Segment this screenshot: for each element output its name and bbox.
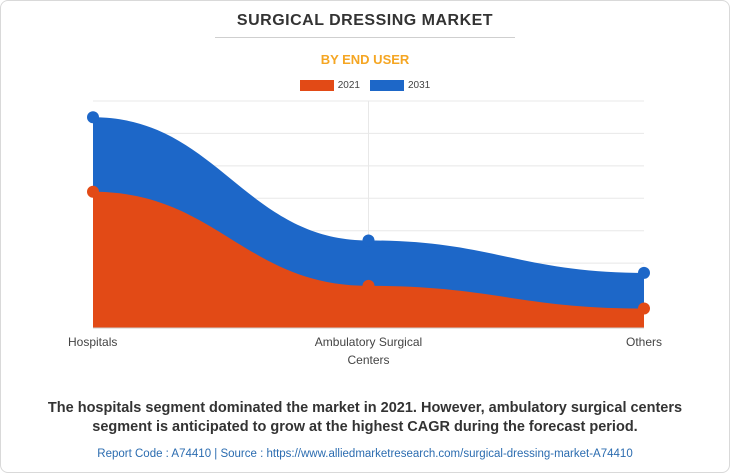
legend-label-2031: 2031 xyxy=(408,80,431,91)
point-2021-1 xyxy=(362,279,375,292)
point-2021-0 xyxy=(87,185,99,198)
x-tick-label: Hospitals xyxy=(68,335,117,349)
title-divider xyxy=(215,37,515,38)
legend-swatch-2021 xyxy=(299,80,334,91)
legend-item-2021[interactable]: 2021 xyxy=(299,80,360,91)
legend-swatch-2031 xyxy=(370,80,404,91)
point-2021-2 xyxy=(638,302,650,315)
chart-caption: The hospitals segment dominated the mark… xyxy=(0,399,730,437)
point-2031-0 xyxy=(87,111,99,124)
point-2031-1 xyxy=(362,234,375,247)
legend: 2021 2031 xyxy=(0,80,730,91)
caption-line-1: The hospitals segment dominated the mark… xyxy=(47,400,683,416)
chart-title: SURGICAL DRESSING MARKET xyxy=(236,12,494,29)
legend-item-2031[interactable]: 2031 xyxy=(370,80,430,91)
chart-subtitle: BY END USER xyxy=(320,52,410,67)
source-footer: Report Code : A74410 | Source : https://… xyxy=(97,448,633,460)
x-tick-label: Ambulatory Surgical Centers xyxy=(315,335,422,367)
point-2031-2 xyxy=(638,266,650,279)
area-series-2021 xyxy=(93,191,644,328)
caption-line-2: segment is anticipated to grow at the hi… xyxy=(92,419,638,435)
x-tick-label: Others xyxy=(626,335,662,349)
legend-label-2021: 2021 xyxy=(337,80,360,91)
